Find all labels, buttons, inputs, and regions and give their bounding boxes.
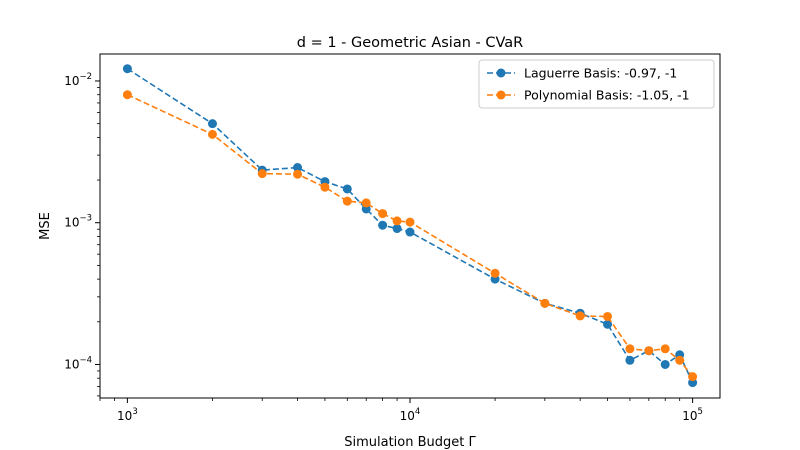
legend-swatch-marker [496, 68, 506, 78]
series-0-point [293, 163, 303, 173]
x-tick-label: 104 [400, 407, 421, 423]
series-0-point [625, 355, 635, 365]
legend-box [478, 59, 715, 109]
series-1-point [490, 268, 500, 278]
series-1-point [378, 209, 388, 219]
x-tick-label: 105 [682, 407, 703, 423]
series-1-point [660, 344, 670, 354]
series-1-point [625, 344, 635, 354]
series-1-point [575, 311, 585, 321]
y-tick-label: 10−4 [64, 355, 92, 371]
x-axis: 103 104 105 [99, 398, 703, 423]
plot-area [122, 64, 698, 388]
series-1-point [540, 298, 550, 308]
y-tick-label: 10−3 [64, 214, 92, 230]
series-1-point [207, 129, 217, 139]
y-tick-label: 10−2 [64, 72, 92, 88]
series-0-point [122, 64, 132, 74]
series-1-point [688, 372, 698, 382]
series-1-point [392, 216, 402, 226]
series-1-point [257, 169, 267, 179]
chart-title: d = 1 - Geometric Asian - CVaR [297, 35, 524, 51]
series-0-point [207, 119, 217, 129]
legend-label: Laguerre Basis: -0.97, -1 [524, 66, 677, 81]
y-axis: 10−4 10−3 10−2 [64, 72, 100, 397]
series-1-point [293, 169, 303, 179]
x-tick-label: 103 [117, 407, 138, 423]
series-1-point [122, 90, 132, 100]
series-0-point [392, 224, 402, 234]
x-axis-label: Simulation Budget Γ [344, 435, 476, 450]
series-1-point [603, 311, 613, 321]
series-0-point [603, 319, 613, 329]
series-0-point [342, 184, 352, 194]
series-1-point [361, 198, 371, 208]
legend-swatch-marker [496, 90, 506, 100]
legend: Laguerre Basis: -0.97, -1 Polynomial Basi… [478, 59, 715, 109]
series-1-point [320, 182, 330, 192]
y-axis-label: MSE [38, 212, 53, 240]
series-1-point [675, 355, 685, 365]
series-0-point [660, 359, 670, 369]
legend-label: Polynomial Basis: -1.05, -1 [524, 88, 690, 103]
series-1-point [644, 346, 654, 356]
series-0-point [378, 220, 388, 230]
series-1-point [405, 217, 415, 227]
series-0-point [405, 227, 415, 237]
series-1-point [342, 196, 352, 206]
